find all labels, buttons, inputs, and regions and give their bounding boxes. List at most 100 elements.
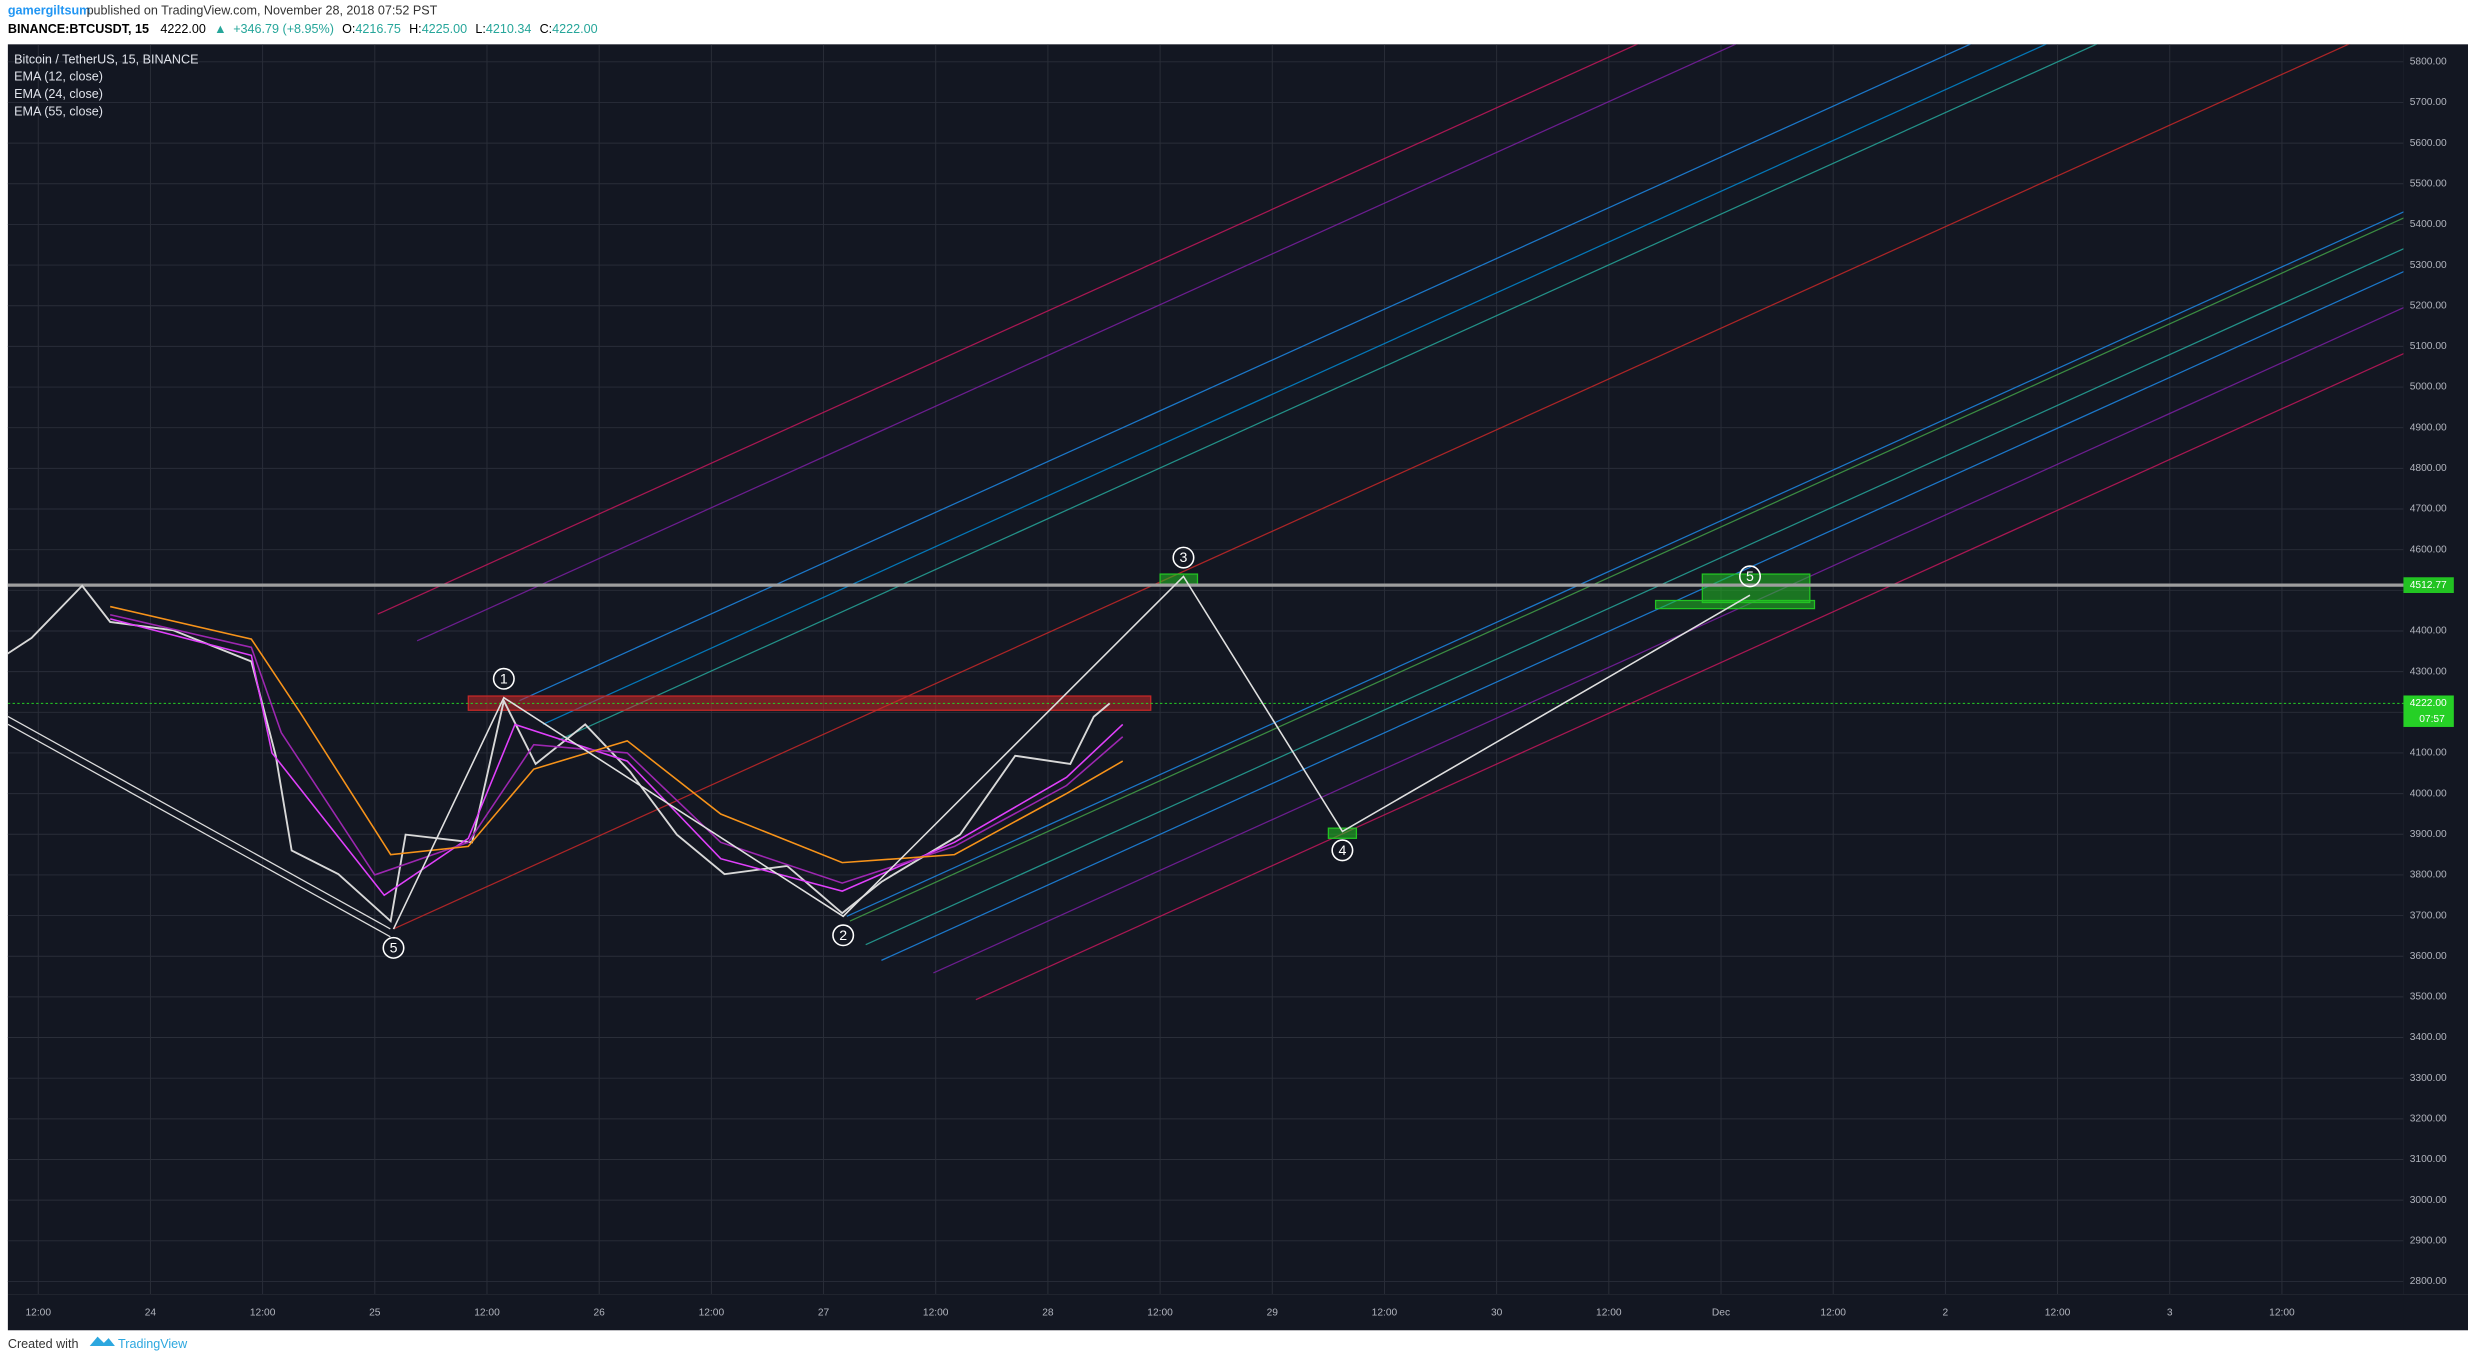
grid: 2800.00 2900.00 3000.00 3100.00 3200.00 3300.… — [7, 44, 2447, 1319]
x-tick-label: 24 — [145, 1308, 157, 1319]
brand[interactable]: TradingView — [118, 1337, 188, 1351]
wave-marker — [1331, 839, 1354, 862]
wave-label: 3 — [1180, 550, 1188, 566]
legend-entry: EMA (55, close) — [14, 104, 103, 118]
x-tick-label: 29 — [1267, 1308, 1279, 1319]
y-tick-label: 3100.00 — [2410, 1154, 2447, 1165]
y-tick-label: 5000.00 — [2410, 382, 2447, 393]
x-tick-label: 25 — [369, 1308, 381, 1319]
arrow: ▲ — [214, 22, 226, 36]
ema-line — [110, 613, 1124, 884]
created-with: Created with — [8, 1337, 79, 1351]
ema-line — [109, 618, 1124, 897]
wave-marker — [492, 667, 515, 690]
channel-line — [865, 248, 2404, 946]
wave-label: 5 — [1746, 569, 1754, 585]
y-tick-label: 5800.00 — [2410, 57, 2447, 68]
last: 4222.00 — [160, 22, 205, 36]
channel-line — [416, 44, 1737, 642]
wave-label: 2 — [839, 928, 847, 944]
x-tick-label: 12:00 — [1820, 1308, 1846, 1319]
x-tick-label: 12:00 — [1147, 1308, 1173, 1319]
countdown-label: 07:57 — [2419, 714, 2445, 725]
x-tick-label: 3 — [2167, 1308, 2173, 1319]
y-tick-label: 3200.00 — [2410, 1114, 2447, 1125]
x-tick-label: 12:00 — [250, 1308, 276, 1319]
channel-line — [881, 270, 2404, 961]
symbol: BINANCE:BTCUSDT, 15 — [8, 22, 149, 36]
y-tick-label: 4400.00 — [2410, 626, 2447, 637]
wave-marker — [832, 924, 855, 947]
y-tick-label: 4800.00 — [2410, 463, 2447, 474]
channel-line — [519, 44, 1972, 702]
y-tick-label: 4100.00 — [2410, 748, 2447, 759]
h-label: H: — [409, 22, 422, 36]
zone — [1701, 573, 1811, 604]
channel-line — [933, 307, 2404, 974]
price-tag — [2403, 695, 2454, 727]
change: +346.79 (+8.95%) — [233, 22, 334, 36]
marks — [7, 573, 2404, 930]
x-tick-label: 12:00 — [25, 1308, 51, 1319]
y-tick-label: 4600.00 — [2410, 544, 2447, 555]
x-tick-label: 26 — [593, 1308, 605, 1319]
y-tick-label: 2800.00 — [2410, 1276, 2447, 1287]
y-tick-label: 3800.00 — [2410, 870, 2447, 881]
x-tick-label: Dec — [1712, 1308, 1730, 1319]
channel-line — [393, 44, 2350, 930]
wave-label: 1 — [500, 671, 508, 687]
y-tick-label: 3400.00 — [2410, 1032, 2447, 1043]
y-tick-label: 5100.00 — [2410, 341, 2447, 352]
zone — [1159, 573, 1199, 586]
wave-marker — [1738, 565, 1762, 588]
y-tick-label: 4900.00 — [2410, 422, 2447, 433]
wave-label: 4 — [1338, 843, 1346, 859]
wave-line — [392, 575, 1751, 930]
level-tag — [2403, 577, 2454, 594]
x-tick-label: 28 — [1042, 1308, 1054, 1319]
channel-line — [558, 44, 2098, 741]
x-tick-label: 12:00 — [1596, 1308, 1622, 1319]
channel-line — [975, 353, 2404, 1001]
x-tick-label: 12:00 — [923, 1308, 949, 1319]
x-tick-label: 12:00 — [474, 1308, 500, 1319]
zone — [1327, 827, 1358, 839]
low: 4210.34 — [486, 22, 531, 36]
y-tick-label: 5700.00 — [2410, 97, 2447, 108]
y-tick-label: 3600.00 — [2410, 951, 2447, 962]
x-tick-label: 12:00 — [2269, 1308, 2295, 1319]
pitchfork-lines — [7, 44, 2404, 1001]
y-tick-label: 5300.00 — [2410, 260, 2447, 271]
o-label: O: — [342, 22, 355, 36]
y-tick-label: 5600.00 — [2410, 138, 2447, 149]
published: published on TradingView.com, November 2… — [87, 4, 438, 18]
overlay: 4512.77 4222.00 07:57 5 1 2 3 4 5 — [382, 546, 2454, 959]
price-line — [7, 584, 1111, 924]
y-tick-label: 5400.00 — [2410, 219, 2447, 230]
x-tick-label: 12:00 — [2045, 1308, 2071, 1319]
y-tick-label: 3900.00 — [2410, 829, 2447, 840]
c-label: C: — [540, 22, 553, 36]
open: 4216.75 — [355, 22, 400, 36]
wave-label: 5 — [390, 940, 398, 956]
level-label: 4512.77 — [2410, 580, 2447, 591]
y-axis-area — [2403, 44, 2468, 1295]
channel-line — [377, 44, 1639, 615]
close: 4222.00 — [552, 22, 597, 36]
x-tick-label: 12:00 — [1372, 1308, 1398, 1319]
current-price-label: 4222.00 — [2410, 698, 2447, 709]
y-tick-label: 3300.00 — [2410, 1073, 2447, 1084]
plot-area — [7, 44, 2404, 1295]
x-axis-area — [7, 1294, 2468, 1331]
channel-line — [849, 217, 2404, 922]
tv-logo — [89, 1336, 115, 1347]
author[interactable]: gamergiltsum — [8, 4, 90, 18]
x-tick-label: 12:00 — [699, 1308, 725, 1319]
trend-line — [7, 723, 391, 938]
y-tick-label: 4700.00 — [2410, 504, 2447, 515]
y-tick-label: 4000.00 — [2410, 788, 2447, 799]
legend-entry: EMA (24, close) — [14, 87, 103, 101]
high: 4225.00 — [422, 22, 467, 36]
